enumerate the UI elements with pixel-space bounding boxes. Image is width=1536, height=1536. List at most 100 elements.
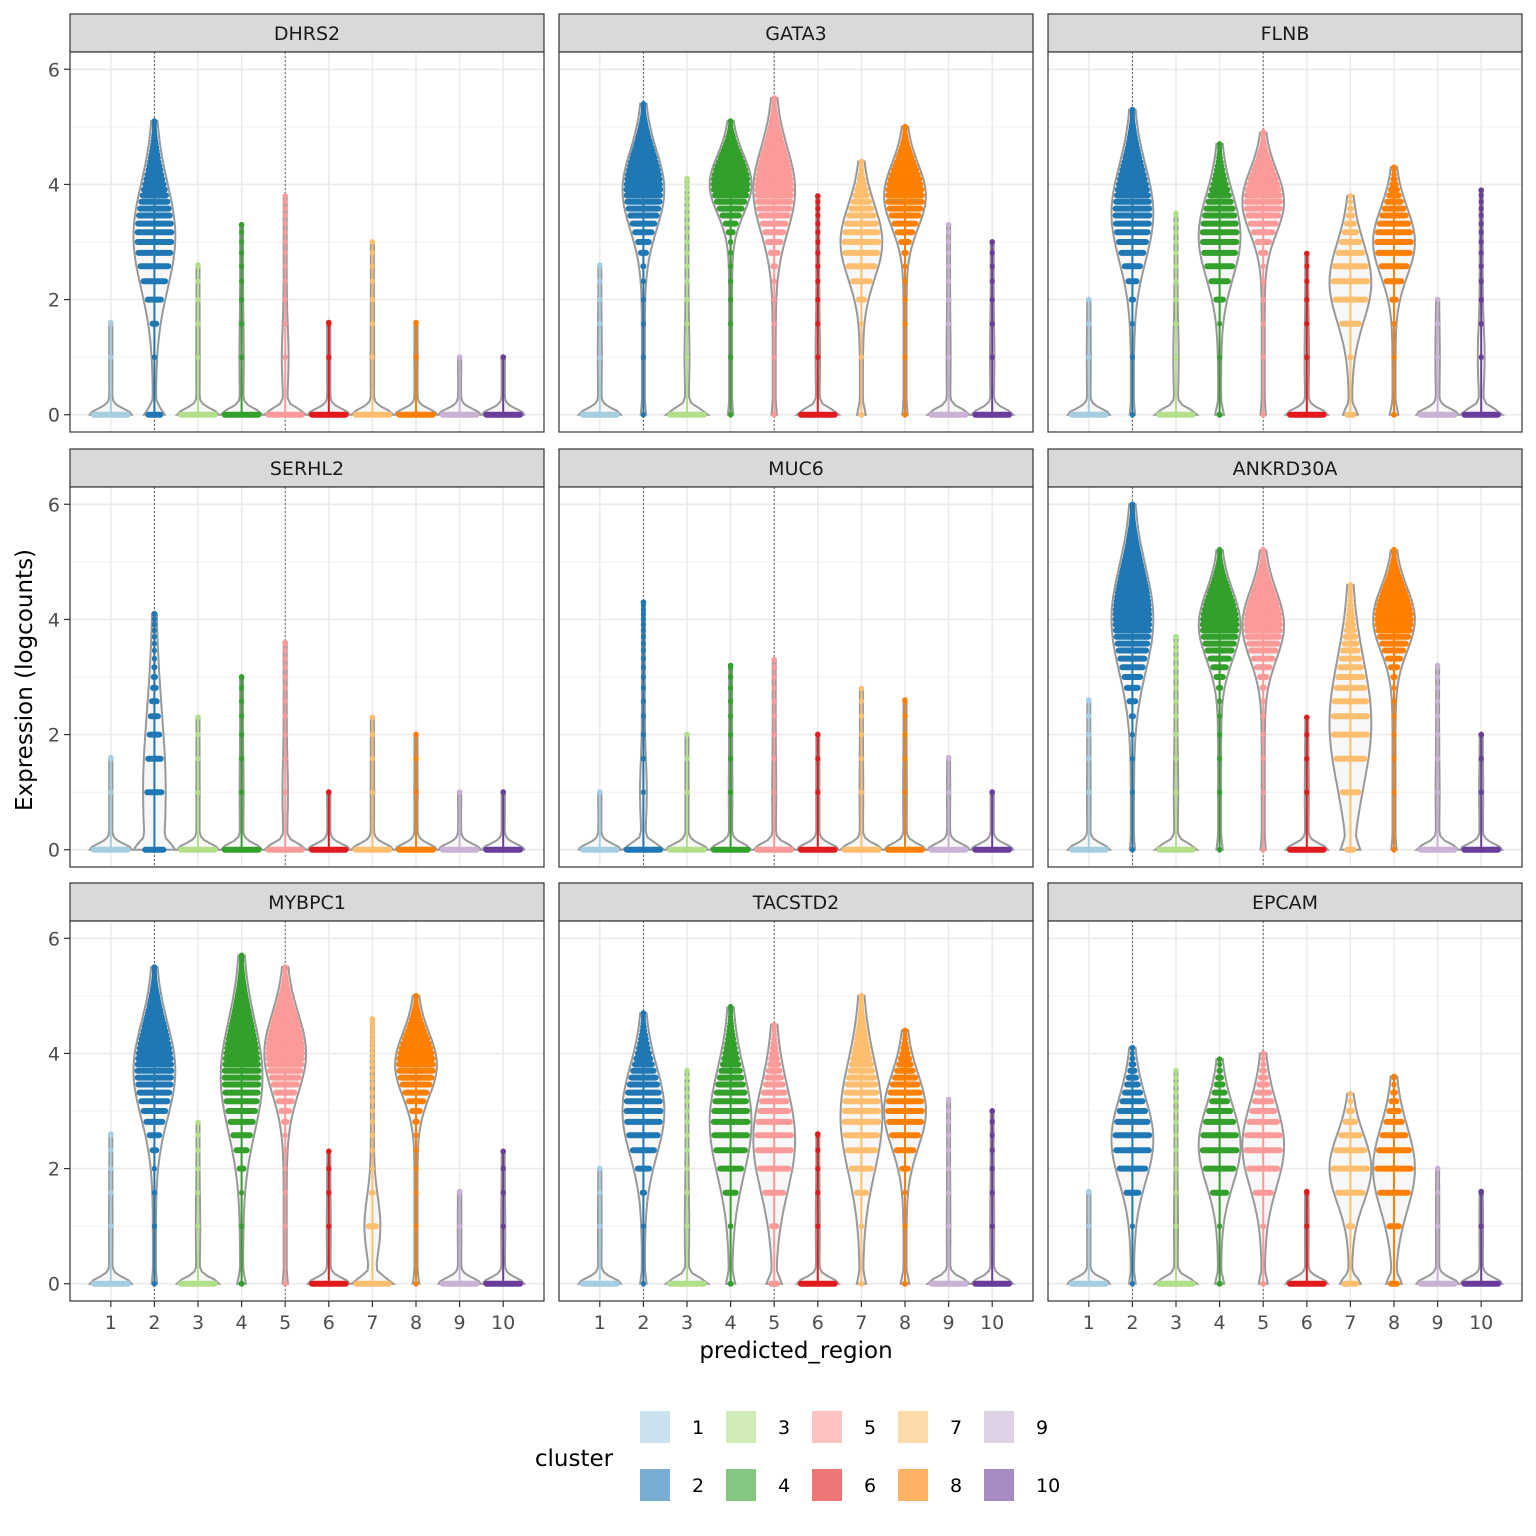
- violin-cluster-2: [132, 118, 177, 418]
- violin-cluster-2: [131, 610, 178, 853]
- point-max: [413, 319, 419, 326]
- violin-cluster-8: [393, 731, 439, 853]
- x-tick-label: 10: [980, 1312, 1004, 1334]
- violin-cluster-1: [88, 754, 134, 853]
- violin-cluster-10: [480, 1148, 527, 1287]
- panel-border: [558, 486, 1034, 868]
- violin-cluster-10: [969, 789, 1015, 853]
- point-max: [1216, 1056, 1223, 1062]
- point-max: [1391, 164, 1397, 170]
- violin-cluster-8: [394, 992, 438, 1287]
- violin-cluster-3: [663, 1067, 711, 1287]
- facet-strip: [69, 448, 545, 488]
- point-max: [1347, 582, 1354, 588]
- violin-cluster-7: [839, 158, 884, 418]
- x-tick-label: 1: [594, 1312, 606, 1334]
- violin-cluster-10: [1458, 731, 1505, 853]
- violin-cluster-9: [437, 789, 483, 853]
- point-max: [1086, 697, 1092, 703]
- facet-panel-flnb: FLNB: [1047, 13, 1523, 433]
- violin-cluster-9: [1414, 662, 1462, 853]
- legend-label-6: 6: [864, 1475, 876, 1497]
- facet-strip-label: TACSTD2: [752, 892, 839, 914]
- facet-strip-label: ANKRD30A: [1233, 458, 1338, 480]
- violin-cluster-10: [968, 1108, 1016, 1287]
- violin-cluster-8: [1372, 546, 1416, 853]
- point-max: [684, 731, 690, 738]
- point-max: [500, 789, 507, 795]
- violin-cluster-3: [174, 1119, 222, 1287]
- panel-border: [1047, 486, 1523, 868]
- violin-cluster-8: [1372, 164, 1416, 418]
- violin-cluster-3: [1152, 1067, 1200, 1287]
- facet-panels: DHRS2 0 2 4 6 GATA3 FLNB SERHL2 0 2 4 6 MUC6 ANKRD30A…: [48, 13, 1523, 1334]
- violin-cluster-1: [1066, 1188, 1112, 1287]
- facet-strip: [69, 13, 545, 53]
- legend-label-1: 1: [692, 1417, 704, 1439]
- point-max: [413, 993, 419, 999]
- point-max: [815, 731, 821, 738]
- point-max: [945, 221, 952, 228]
- legend-label-9: 9: [1036, 1417, 1048, 1439]
- legend-key-3: [726, 1411, 756, 1443]
- point-max: [597, 262, 603, 268]
- point-max: [456, 1188, 463, 1195]
- facet-panel-tacstd2: TACSTD2 1 2 3 4 5 6 7 8 9 10: [558, 882, 1034, 1334]
- y-tick-label: 4: [48, 609, 60, 631]
- x-tick-label: 3: [681, 1312, 693, 1334]
- violin-cluster-1: [576, 1165, 623, 1287]
- violin-cluster-7: [348, 1016, 397, 1287]
- violin-cluster-2: [619, 599, 668, 853]
- point-max: [771, 1021, 777, 1028]
- violin-cluster-5: [263, 964, 308, 1287]
- y-tick-label: 4: [48, 174, 60, 196]
- point-max: [369, 714, 376, 721]
- y-tick-label: 6: [48, 928, 60, 950]
- violin-cluster-3: [174, 262, 222, 418]
- point-max: [282, 639, 289, 646]
- x-tick-label: 2: [1126, 1312, 1138, 1334]
- legend-label-8: 8: [950, 1475, 962, 1497]
- point-max: [326, 319, 332, 326]
- x-tick-label: 8: [410, 1312, 422, 1334]
- x-tick-label: 9: [943, 1312, 955, 1334]
- violin-cluster-4: [1197, 141, 1242, 418]
- legend-label-3: 3: [778, 1417, 790, 1439]
- facet-panel-epcam: EPCAM 1 2 3 4 5 6 7 8 9 10: [1047, 882, 1523, 1334]
- x-tick-label: 6: [323, 1312, 335, 1334]
- violin-cluster-4: [217, 221, 266, 418]
- panel-border: [1047, 920, 1523, 1302]
- point-max: [1347, 193, 1354, 199]
- point-max: [1304, 714, 1310, 721]
- x-tick-label: 1: [105, 1312, 117, 1334]
- violin-cluster-5: [1241, 1050, 1286, 1287]
- legend-key-5: [812, 1411, 842, 1443]
- legend-label-10: 10: [1036, 1475, 1060, 1497]
- violin-cluster-7: [348, 239, 396, 418]
- violin-cluster-9: [1414, 1165, 1461, 1287]
- x-tick-label: 2: [637, 1312, 649, 1334]
- point-max: [456, 789, 463, 795]
- point-max: [151, 118, 158, 124]
- violin-cluster-5: [752, 1021, 797, 1287]
- violin-cluster-9: [925, 1096, 973, 1287]
- facet-strip-label: EPCAM: [1252, 892, 1318, 914]
- y-tick-label: 0: [48, 840, 60, 862]
- facet-panel-serhl2: SERHL2 0 2 4 6: [48, 448, 545, 868]
- point-max: [640, 1010, 647, 1016]
- violin-cluster-5: [1241, 546, 1286, 853]
- point-max: [108, 319, 114, 326]
- point-max: [1086, 296, 1092, 303]
- violin-cluster-4: [219, 952, 264, 1287]
- point-max: [1478, 187, 1484, 193]
- point-max: [815, 193, 821, 199]
- point-max: [238, 952, 245, 959]
- facet-panel-gata3: GATA3: [558, 13, 1034, 433]
- violin-cluster-1: [87, 1131, 135, 1287]
- x-tick-label: 10: [1469, 1312, 1493, 1334]
- point-max: [945, 754, 952, 761]
- point-max: [500, 354, 507, 360]
- point-max: [1478, 731, 1484, 738]
- violin-cluster-6: [1283, 714, 1330, 853]
